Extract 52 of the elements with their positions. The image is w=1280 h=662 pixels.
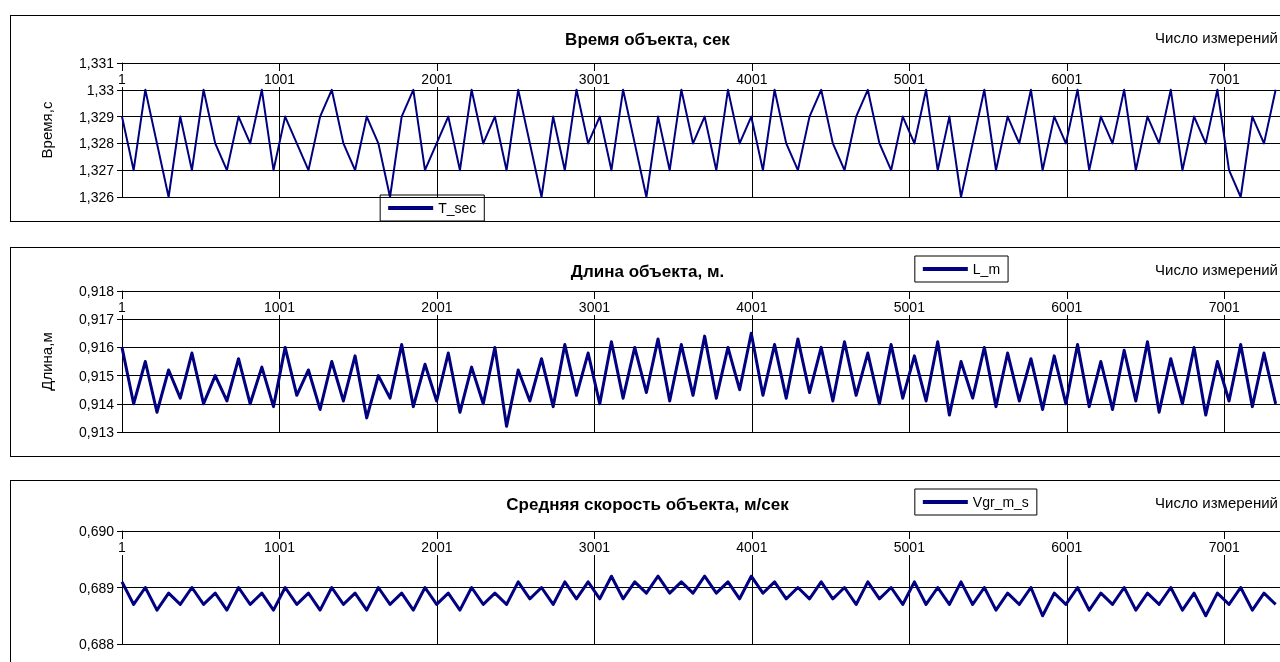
x-tick-label: 3001: [578, 539, 611, 555]
x-tick-label: 5001: [893, 299, 926, 315]
x-tick-label: 3001: [578, 71, 611, 87]
x-axis-title: Число измерений: [1155, 494, 1279, 511]
x-tick-label: 1001: [263, 71, 296, 87]
y-tick-label: 0,689: [78, 579, 115, 596]
x-tick-label: 1: [118, 299, 127, 315]
x-tick-label: 5001: [893, 71, 926, 87]
x-tick-label: 6001: [1051, 539, 1083, 555]
y-tick-label: 0,914: [78, 395, 115, 412]
y-tick-label: 1,326: [78, 189, 115, 205]
y-tick-label: 0,690: [78, 523, 115, 539]
y-tick-label: 1,331: [78, 55, 115, 71]
y-tick-label: 1,328: [78, 135, 115, 152]
y-tick-label: 0,688: [78, 636, 115, 652]
y-tick-label: 1,329: [78, 108, 115, 125]
x-tick-label: 7001: [1208, 299, 1241, 315]
x-tick-label: 1: [118, 539, 127, 555]
y-tick-label: 0,916: [78, 339, 115, 356]
x-tick-label: 1: [118, 71, 127, 87]
x-tick-label: 1001: [263, 299, 296, 315]
x-tick-label: 6001: [1051, 71, 1083, 87]
legend-label: L_m: [972, 261, 1001, 277]
line-series: [120, 574, 1278, 618]
x-tick-label: 4001: [736, 539, 768, 555]
chart-title: Средняя скорость объекта, м/сек: [506, 495, 790, 514]
legend-label: T_sec: [438, 200, 477, 216]
y-tick-label: 0,918: [78, 283, 115, 299]
y-axis-title: Время,с: [38, 101, 55, 159]
line-series: [120, 331, 1278, 428]
x-tick-label: 4001: [736, 71, 768, 87]
x-tick-label: 6001: [1051, 299, 1083, 315]
x-tick-label: 5001: [893, 539, 926, 555]
x-tick-label: 1001: [263, 539, 296, 555]
y-tick-label: 0,917: [78, 311, 115, 328]
x-tick-label: 2001: [421, 71, 453, 87]
x-axis-title: Число измерений: [1155, 29, 1279, 46]
y-tick-label: 0,915: [78, 367, 115, 384]
x-axis-title: Число измерений: [1155, 261, 1279, 278]
x-tick-label: 3001: [578, 299, 611, 315]
y-axis-title: Длина,м: [38, 332, 55, 391]
legend-label: Vgr_m_s: [972, 494, 1029, 510]
chart-title: Время объекта, сек: [565, 30, 731, 49]
x-tick-label: 7001: [1208, 539, 1241, 555]
chart-title: Длина объекта, м.: [570, 262, 725, 281]
x-tick-label: 2001: [421, 539, 453, 555]
y-tick-label: 0,913: [78, 424, 115, 440]
x-tick-label: 7001: [1208, 71, 1241, 87]
x-tick-label: 4001: [736, 299, 768, 315]
y-tick-label: 1,33: [86, 81, 115, 98]
y-tick-label: 1,327: [78, 162, 115, 179]
x-tick-label: 2001: [421, 299, 453, 315]
